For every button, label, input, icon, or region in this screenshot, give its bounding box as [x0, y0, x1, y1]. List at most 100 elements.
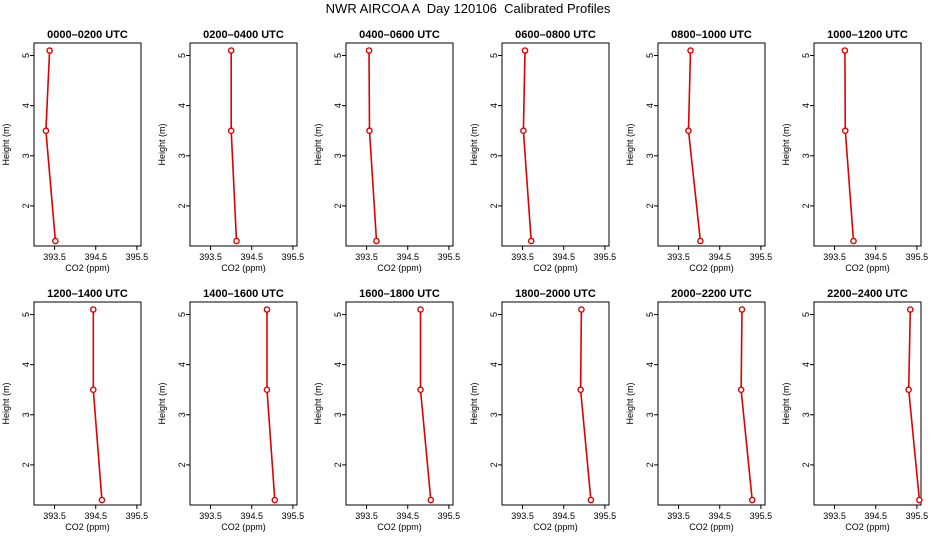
x-axis-label: CO2 (ppm) [845, 522, 890, 532]
y-axis-label: Height (m) [1, 382, 11, 424]
x-tick-label: 393.5 [823, 511, 846, 521]
panel-title: 2000–2200 UTC [671, 288, 752, 300]
x-axis-label: CO2 (ppm) [65, 263, 110, 273]
y-tick-label: 3 [489, 412, 499, 417]
plot-frame [657, 301, 766, 506]
plot-frame [501, 42, 610, 247]
x-tick-label: 395.5 [906, 511, 929, 521]
x-tick-label: 395.5 [126, 511, 149, 521]
panel-title: 0200–0400 UTC [203, 29, 284, 41]
profile-point [366, 127, 373, 135]
profile-point [748, 496, 756, 504]
y-axis-label: Height (m) [625, 382, 635, 424]
y-tick-label: 4 [333, 103, 343, 108]
x-tick-label: 395.5 [594, 511, 617, 521]
x-tick-label: 393.5 [199, 252, 222, 262]
profile-panel: 1600–1800 UTC 393.5 394.5 395.5 2 3 4 5 CO2 (ppm… [313, 288, 460, 532]
y-tick-label: 5 [177, 312, 187, 317]
profile-point [687, 47, 694, 54]
y-tick-label: 2 [177, 462, 187, 467]
y-tick-label: 2 [645, 203, 655, 208]
plot-frame [189, 42, 298, 247]
x-tick-label: 395.5 [282, 252, 305, 262]
plot-frame [33, 42, 142, 247]
x-tick-label: 393.5 [511, 511, 534, 521]
panel-title: 0000–0200 UTC [47, 29, 128, 41]
y-tick-label: 5 [333, 312, 343, 317]
y-tick-label: 2 [177, 203, 187, 208]
plot-frame [345, 301, 454, 506]
profile-point [841, 47, 849, 54]
profile-panel: 0200–0400 UTC 393.5 394.5 395.5 2 3 4 5 CO2 (ppm… [157, 29, 304, 273]
profile-point [365, 47, 373, 54]
x-tick-label: 395.5 [750, 511, 773, 521]
x-axis-label: CO2 (ppm) [377, 263, 422, 273]
x-tick-label: 395.5 [438, 252, 461, 262]
y-tick-label: 2 [489, 203, 499, 208]
profile-point [738, 306, 746, 313]
profile-point [697, 237, 704, 245]
plot-frame [813, 42, 922, 247]
panel-title: 1600–1800 UTC [359, 288, 440, 300]
profile-point [521, 47, 529, 54]
y-tick-label: 3 [489, 153, 499, 158]
profile-point [227, 127, 235, 135]
x-tick-label: 395.5 [594, 252, 617, 262]
x-axis-label: CO2 (ppm) [221, 522, 266, 532]
y-axis-label: Height (m) [157, 123, 167, 165]
y-tick-label: 4 [333, 362, 343, 367]
panel-title: 1000–1200 UTC [827, 29, 908, 41]
profile-point [578, 306, 585, 313]
x-tick-label: 394.5 [396, 511, 419, 521]
x-tick-label: 393.5 [43, 511, 66, 521]
y-tick-label: 3 [333, 412, 343, 417]
y-tick-label: 5 [645, 53, 655, 58]
profile-panel: 0000–0200 UTC 393.5 394.5 395.5 2 3 4 5 CO2 (ppm… [1, 29, 148, 273]
y-axis-label: Height (m) [781, 382, 791, 424]
y-axis-label: Height (m) [1, 123, 11, 165]
y-tick-label: 3 [333, 153, 343, 158]
x-tick-label: 393.5 [511, 252, 534, 262]
x-axis-label: CO2 (ppm) [689, 522, 734, 532]
y-tick-label: 4 [177, 362, 187, 367]
profile-point [89, 306, 97, 313]
panel-title: 2200–2400 UTC [827, 288, 908, 300]
y-tick-label: 5 [645, 312, 655, 317]
plot-frame [501, 301, 610, 506]
profile-point [271, 496, 279, 504]
y-tick-label: 4 [645, 362, 655, 367]
y-axis-label: Height (m) [157, 382, 167, 424]
profile-line [740, 309, 753, 501]
panel-title: 1400–1600 UTC [203, 288, 284, 300]
y-tick-label: 2 [801, 462, 811, 467]
x-tick-label: 393.5 [43, 252, 66, 262]
x-tick-label: 393.5 [667, 511, 690, 521]
profile-point [98, 496, 106, 504]
profile-point [417, 386, 424, 394]
x-tick-label: 394.5 [84, 252, 107, 262]
x-tick-label: 394.5 [552, 252, 575, 262]
profile-panel: 1000–1200 UTC 393.5 394.5 395.5 2 3 4 5 CO2 (ppm… [781, 29, 928, 273]
x-tick-label: 394.5 [864, 511, 887, 521]
y-tick-label: 3 [801, 412, 811, 417]
y-tick-label: 2 [801, 203, 811, 208]
x-axis-label: CO2 (ppm) [533, 263, 578, 273]
x-axis-label: CO2 (ppm) [65, 522, 110, 532]
profile-point [737, 386, 745, 394]
y-tick-label: 2 [333, 462, 343, 467]
y-tick-label: 4 [177, 103, 187, 108]
profile-line [907, 309, 921, 501]
plot-frame [813, 301, 922, 506]
y-tick-label: 4 [801, 362, 811, 367]
profile-point [46, 47, 53, 54]
y-tick-label: 5 [489, 53, 499, 58]
profile-panel: 1200–1400 UTC 393.5 394.5 395.5 2 3 4 5 CO2 (ppm… [1, 288, 148, 532]
profile-point [233, 237, 240, 245]
profile-line [266, 309, 276, 501]
plot-frame [33, 301, 142, 506]
panel-title: 0800–1000 UTC [671, 29, 752, 41]
profile-point [373, 237, 380, 245]
profile-line [92, 309, 103, 501]
x-tick-label: 394.5 [240, 252, 263, 262]
